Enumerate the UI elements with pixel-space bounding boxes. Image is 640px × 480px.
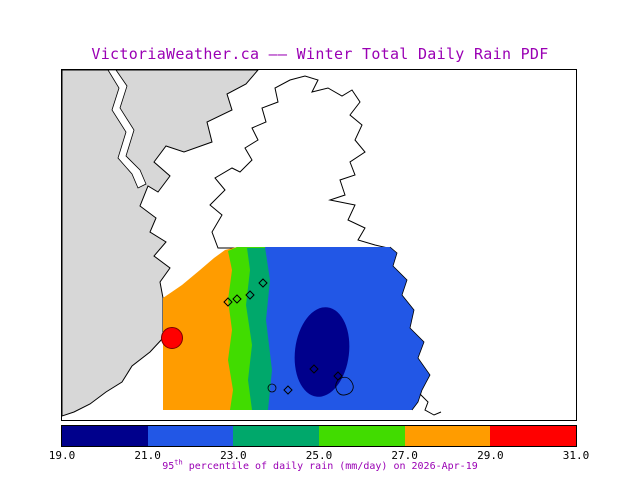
- coastline-right-edge: [389, 246, 431, 411]
- caption-suffix: percentile of daily rain (mm/day) on 202…: [182, 461, 478, 472]
- caption: 95th percentile of daily rain (mm/day) o…: [0, 458, 640, 472]
- contour-bands: [163, 247, 430, 410]
- colorbar-segment: [147, 426, 234, 446]
- island-outlines: [267, 376, 442, 416]
- station-markers: [223, 278, 343, 395]
- colorbar-tick-label: 23.0: [220, 449, 247, 462]
- colorbar-segment: [233, 426, 320, 446]
- colorbar-segment: [404, 426, 491, 446]
- station-marker-diamond: [245, 290, 255, 300]
- colorbar-segment: [490, 426, 577, 446]
- peninsula-outline: [209, 75, 389, 249]
- colorbar-tick-label: 29.0: [477, 449, 504, 462]
- max-rain-marker: [161, 327, 183, 349]
- map-frame: [61, 69, 577, 421]
- colorbar: [61, 425, 577, 447]
- island-outline: [267, 383, 277, 393]
- colorbar-tick-label: 31.0: [562, 449, 590, 462]
- colorbar-tick-label: 25.0: [305, 449, 333, 462]
- colorbar-segment: [62, 426, 148, 446]
- plot-title: VictoriaWeather.ca —— Winter Total Daily…: [91, 45, 549, 63]
- colorbar-tick-label: 19.0: [48, 449, 76, 462]
- colorbar-tick-label: 21.0: [134, 449, 161, 462]
- colorbar-segment: [319, 426, 405, 446]
- inlet-channel: [107, 70, 147, 189]
- station-marker-diamond: [232, 294, 242, 304]
- station-marker-diamond: [309, 364, 319, 374]
- coastal-rain-contour-map: [62, 70, 576, 420]
- caption-superscript: th: [174, 458, 183, 467]
- colorbar-tick-labels: 19.0 21.0 23.0 25.0 27.0 29.0 31.0: [49, 449, 590, 462]
- land-area: [62, 70, 259, 417]
- station-marker-diamond: [283, 385, 293, 395]
- island-outline: [419, 393, 442, 416]
- caption-prefix: 95: [162, 461, 175, 472]
- island-outline: [335, 376, 354, 396]
- colorbar-tick-label: 27.0: [391, 449, 418, 462]
- station-marker-diamond: [333, 371, 343, 381]
- station-marker-diamond: [258, 278, 268, 288]
- station-marker-diamond: [223, 297, 233, 307]
